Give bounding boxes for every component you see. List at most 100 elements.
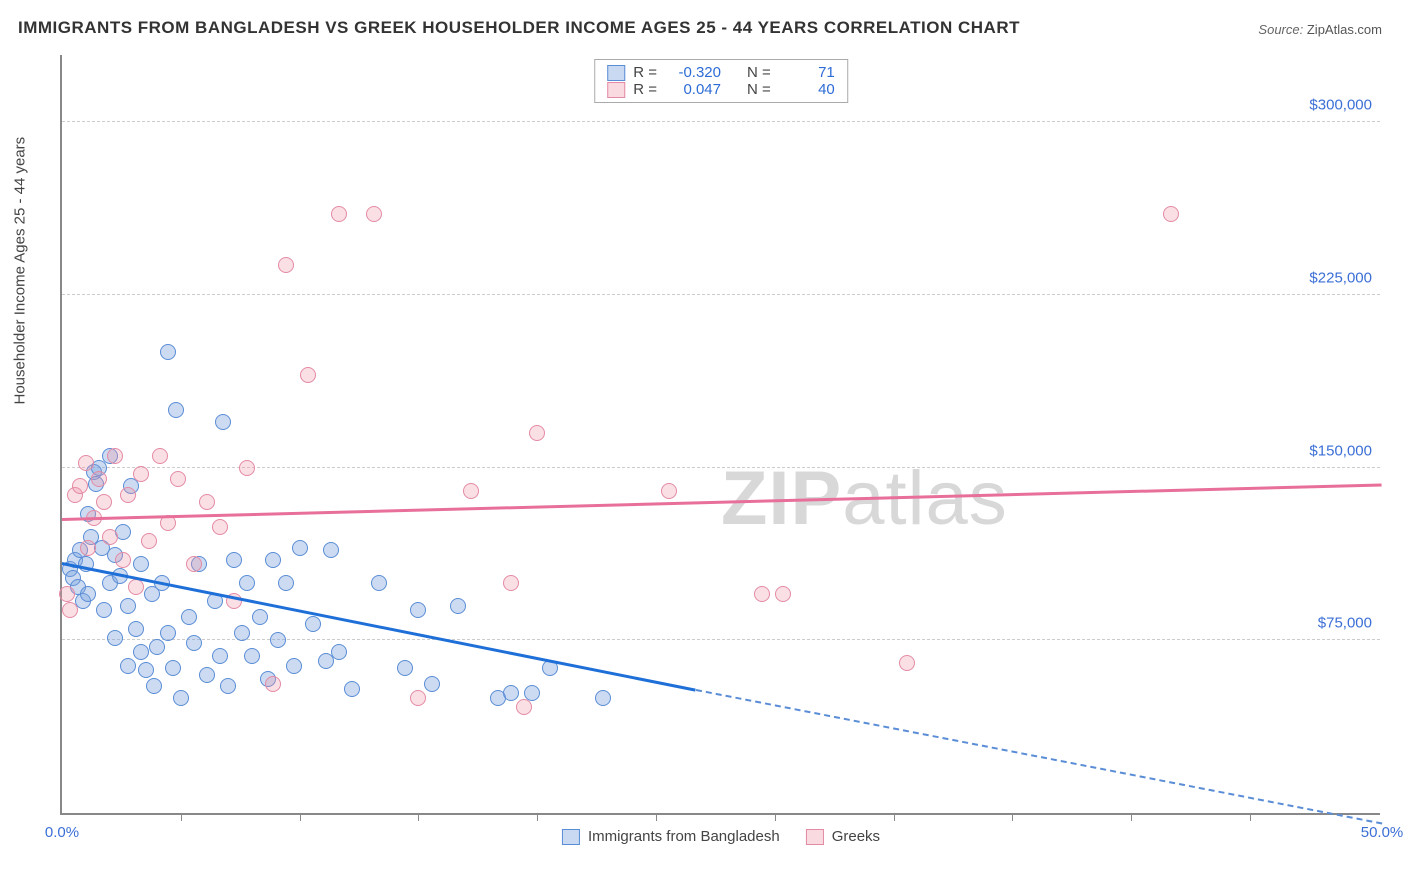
data-point-blue: [450, 598, 466, 614]
data-point-blue: [305, 616, 321, 632]
data-point-blue: [595, 690, 611, 706]
data-point-pink: [899, 655, 915, 671]
data-point-pink: [62, 602, 78, 618]
x-tick: [1012, 813, 1013, 821]
data-point-blue: [371, 575, 387, 591]
data-point-blue: [160, 625, 176, 641]
r-label: R =: [633, 81, 657, 98]
data-point-pink: [529, 425, 545, 441]
data-point-blue: [503, 685, 519, 701]
n-value-pink: 40: [779, 81, 835, 98]
data-point-blue: [165, 660, 181, 676]
data-point-pink: [128, 579, 144, 595]
x-tick: [1250, 813, 1251, 821]
data-point-blue: [424, 676, 440, 692]
data-point-blue: [80, 586, 96, 602]
correlation-legend: R = -0.320 N = 71 R = 0.047 N = 40: [594, 59, 848, 103]
x-tick-label: 50.0%: [1361, 824, 1404, 841]
swatch-pink-icon: [806, 829, 824, 845]
trend-line-pink-solid: [62, 483, 1382, 520]
data-point-pink: [366, 206, 382, 222]
data-point-pink: [754, 586, 770, 602]
n-value-blue: 71: [779, 64, 835, 81]
data-point-pink: [80, 540, 96, 556]
data-point-pink: [59, 586, 75, 602]
source-value: ZipAtlas.com: [1307, 22, 1382, 37]
data-point-blue: [397, 660, 413, 676]
series-legend: Immigrants from Bangladesh Greeks: [562, 828, 880, 845]
data-point-blue: [186, 635, 202, 651]
data-point-pink: [96, 494, 112, 510]
data-point-pink: [265, 676, 281, 692]
x-tick: [894, 813, 895, 821]
data-point-blue: [133, 556, 149, 572]
data-point-pink: [91, 471, 107, 487]
data-point-blue: [120, 658, 136, 674]
data-point-pink: [141, 533, 157, 549]
data-point-pink: [239, 460, 255, 476]
data-point-blue: [239, 575, 255, 591]
data-point-pink: [199, 494, 215, 510]
chart-title: IMMIGRANTS FROM BANGLADESH VS GREEK HOUS…: [18, 18, 1020, 38]
data-point-blue: [168, 402, 184, 418]
x-tick: [181, 813, 182, 821]
data-point-blue: [173, 690, 189, 706]
data-point-blue: [199, 667, 215, 683]
data-point-pink: [503, 575, 519, 591]
n-label: N =: [747, 81, 771, 98]
data-point-blue: [215, 414, 231, 430]
data-point-blue: [234, 625, 250, 641]
swatch-blue-icon: [607, 65, 625, 81]
data-point-blue: [286, 658, 302, 674]
data-point-pink: [120, 487, 136, 503]
data-point-pink: [186, 556, 202, 572]
data-point-pink: [516, 699, 532, 715]
data-point-blue: [120, 598, 136, 614]
y-tick-label: $225,000: [1309, 269, 1372, 286]
gridline-h: [62, 639, 1380, 640]
x-tick: [1131, 813, 1132, 821]
data-point-pink: [661, 483, 677, 499]
data-point-blue: [96, 602, 112, 618]
data-point-pink: [300, 367, 316, 383]
swatch-pink-icon: [607, 82, 625, 98]
data-point-blue: [278, 575, 294, 591]
r-value-blue: -0.320: [665, 64, 721, 81]
y-tick-label: $150,000: [1309, 442, 1372, 459]
data-point-pink: [331, 206, 347, 222]
data-point-blue: [410, 602, 426, 618]
data-point-blue: [128, 621, 144, 637]
data-point-pink: [107, 448, 123, 464]
data-point-blue: [252, 609, 268, 625]
data-point-blue: [323, 542, 339, 558]
legend-item-bangladesh: Immigrants from Bangladesh: [562, 828, 780, 845]
data-point-blue: [160, 344, 176, 360]
data-point-blue: [226, 552, 242, 568]
x-tick: [537, 813, 538, 821]
data-point-blue: [270, 632, 286, 648]
x-tick-label: 0.0%: [45, 824, 79, 841]
data-point-blue: [107, 630, 123, 646]
data-point-pink: [102, 529, 118, 545]
scatter-plot-area: ZIPatlas R = -0.320 N = 71 R = 0.047 N =…: [60, 55, 1380, 815]
data-point-blue: [344, 681, 360, 697]
data-point-blue: [212, 648, 228, 664]
data-point-pink: [115, 552, 131, 568]
x-tick: [656, 813, 657, 821]
data-point-blue: [138, 662, 154, 678]
swatch-blue-icon: [562, 829, 580, 845]
gridline-h: [62, 121, 1380, 122]
y-tick-label: $300,000: [1309, 97, 1372, 114]
data-point-pink: [170, 471, 186, 487]
x-tick: [775, 813, 776, 821]
data-point-pink: [72, 478, 88, 494]
gridline-h: [62, 467, 1380, 468]
trend-line-dashed: [695, 689, 1382, 825]
legend-row-pink: R = 0.047 N = 40: [607, 81, 835, 98]
x-tick: [418, 813, 419, 821]
y-tick-label: $75,000: [1318, 615, 1372, 632]
data-point-blue: [133, 644, 149, 660]
n-label: N =: [747, 64, 771, 81]
data-point-blue: [146, 678, 162, 694]
data-point-blue: [181, 609, 197, 625]
